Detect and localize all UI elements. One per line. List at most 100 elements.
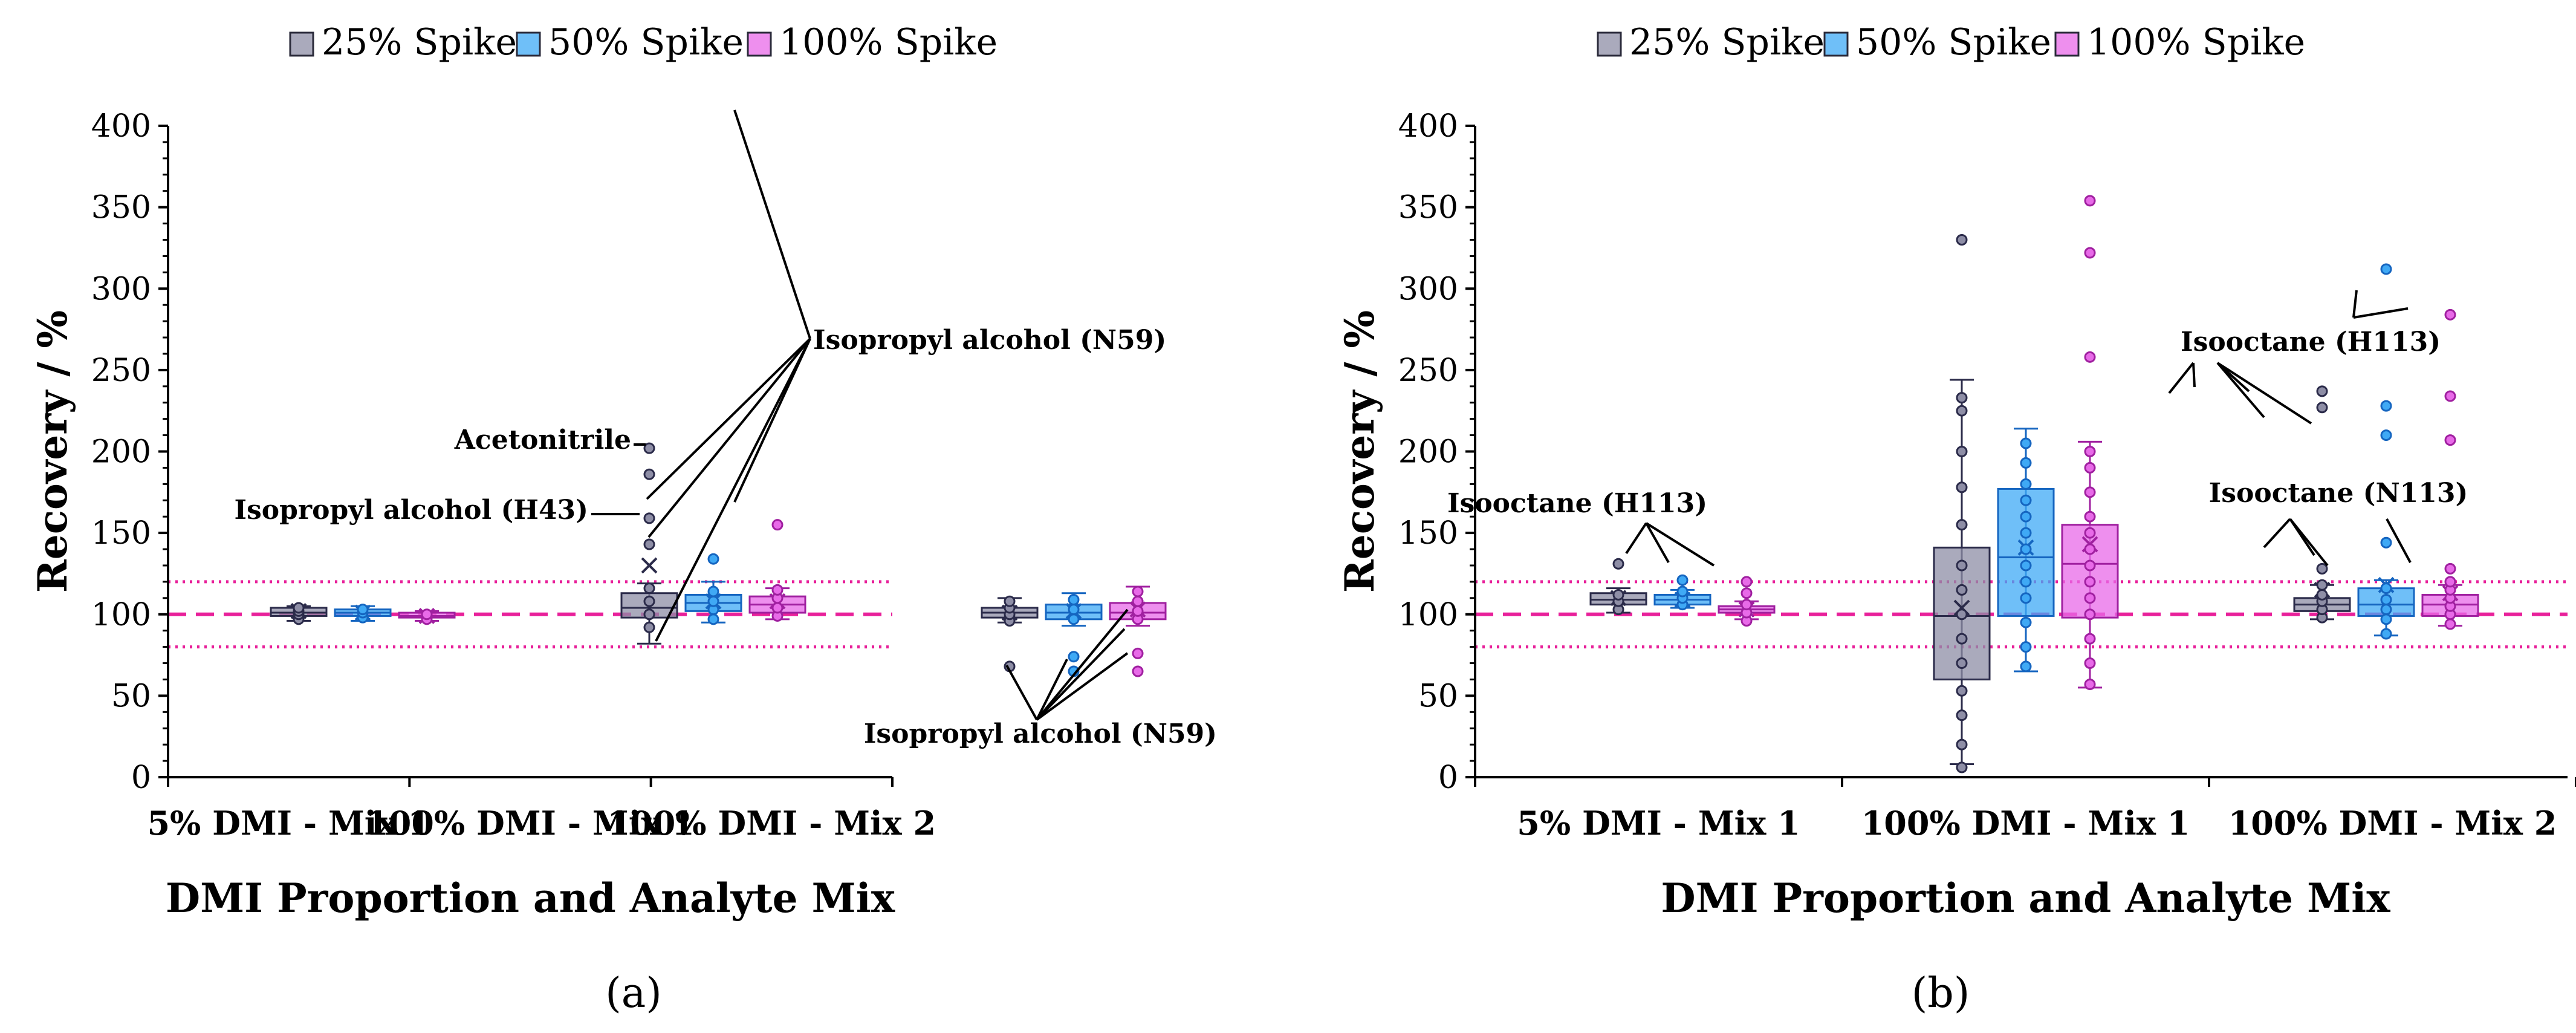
legend-swatch	[1597, 31, 1622, 57]
x-axis-title: DMI Proportion and Analyte Mix	[1661, 875, 2390, 922]
data-point	[1956, 657, 1968, 670]
y-tick-label: 0	[1438, 760, 1458, 796]
data-point	[1132, 605, 1144, 617]
y-tick-label: 200	[91, 434, 151, 471]
mean-marker	[641, 557, 658, 574]
y-axis-title: Recovery / %	[29, 310, 76, 593]
data-point	[2444, 618, 2456, 630]
data-point	[2380, 604, 2392, 616]
annotation-leader-line	[733, 109, 811, 339]
data-point	[771, 584, 784, 596]
data-point	[2084, 486, 2096, 498]
data-point	[1676, 585, 1689, 598]
data-point	[1612, 558, 1624, 570]
data-point	[1956, 233, 1968, 246]
data-point	[1956, 608, 1968, 621]
y-tick-label: 0	[131, 760, 151, 796]
legend-label: 50% Spike	[548, 21, 744, 64]
data-point	[2444, 576, 2456, 588]
box-25-spike	[2293, 385, 2351, 624]
data-point	[1956, 519, 1968, 531]
box-25-spike	[270, 602, 328, 625]
box-50-spike	[1045, 592, 1103, 677]
data-point	[643, 538, 655, 550]
data-point	[707, 585, 719, 598]
annotation-leader-line	[1645, 523, 1670, 563]
box-50-spike	[684, 553, 742, 625]
data-point	[2020, 510, 2032, 523]
data-point	[2020, 478, 2032, 490]
data-point	[1612, 588, 1624, 601]
legend-swatch	[1823, 31, 1849, 57]
data-point	[2084, 559, 2096, 572]
annotation-leader-line	[2386, 518, 2412, 563]
box-50-spike	[334, 604, 392, 624]
data-point	[707, 595, 719, 607]
annotation-leader-line	[1036, 659, 1068, 720]
data-point	[1132, 665, 1144, 677]
data-point	[2444, 562, 2456, 575]
data-point	[2316, 588, 2328, 601]
data-point	[2020, 616, 2032, 628]
data-point	[2084, 608, 2096, 621]
panel-label: (a)	[605, 969, 662, 1017]
data-point	[2444, 434, 2456, 446]
data-point	[1741, 599, 1753, 611]
data-point	[1956, 584, 1968, 596]
data-point	[1956, 405, 1968, 417]
annotation-leader-line	[2216, 362, 2265, 419]
data-point	[771, 519, 784, 531]
legend-swatch	[2054, 31, 2080, 57]
annotation-leader-line	[1036, 652, 1129, 721]
data-point	[2084, 510, 2096, 523]
data-point	[1132, 595, 1144, 607]
data-point	[1132, 647, 1144, 659]
data-point	[1068, 651, 1080, 663]
annotation-leader-line	[2289, 518, 2329, 567]
annotation-label: Isooctane (N113)	[2209, 478, 2468, 509]
x-tick-label: 5% DMI - Mix 1	[1517, 804, 1800, 842]
annotation-leader-line	[2352, 290, 2358, 318]
annotation-leader-line	[1645, 522, 1715, 567]
annotation-leader-line	[1005, 665, 1038, 720]
data-point	[707, 553, 719, 565]
data-point	[2380, 582, 2392, 595]
data-point	[2084, 446, 2096, 457]
box-100-spike	[748, 519, 806, 622]
y-tick-label: 250	[91, 353, 151, 389]
legend-swatch	[747, 31, 772, 57]
data-point	[1068, 594, 1080, 606]
data-point	[1956, 446, 1968, 457]
y-tick-label: 200	[1398, 434, 1458, 471]
y-tick-label: 400	[91, 108, 151, 145]
annotation-leader-line	[655, 338, 811, 642]
data-point	[2084, 657, 2096, 670]
data-point	[293, 602, 305, 614]
x-tick-label: 100% DMI - Mix 1	[366, 804, 695, 842]
data-point	[1132, 585, 1144, 598]
data-point	[2084, 592, 2096, 604]
y-tick-label: 300	[1398, 271, 1458, 307]
data-point	[643, 442, 655, 454]
data-point	[1741, 587, 1753, 599]
y-tick-label: 350	[91, 190, 151, 226]
data-point	[2084, 527, 2096, 539]
box-100-spike	[2421, 308, 2479, 630]
data-point	[421, 608, 433, 621]
y-tick-label: 350	[1398, 190, 1458, 226]
box-25-spike	[1589, 558, 1647, 616]
box-25-spike	[981, 595, 1039, 673]
data-point	[2380, 400, 2392, 412]
data-point	[2380, 263, 2392, 275]
data-point	[2380, 536, 2392, 549]
data-point	[771, 602, 784, 614]
annotation-label: Isooctane (H113)	[1447, 488, 1707, 519]
box-100-spike	[1109, 585, 1167, 677]
y-tick-label: 250	[1398, 353, 1458, 389]
y-tick-label: 150	[1398, 515, 1458, 552]
annotation-label: Isopropyl alcohol (H43)	[234, 495, 588, 526]
data-point	[2084, 195, 2096, 207]
y-tick-label: 400	[1398, 108, 1458, 145]
data-point	[1956, 392, 1968, 404]
data-point	[2020, 543, 2032, 555]
